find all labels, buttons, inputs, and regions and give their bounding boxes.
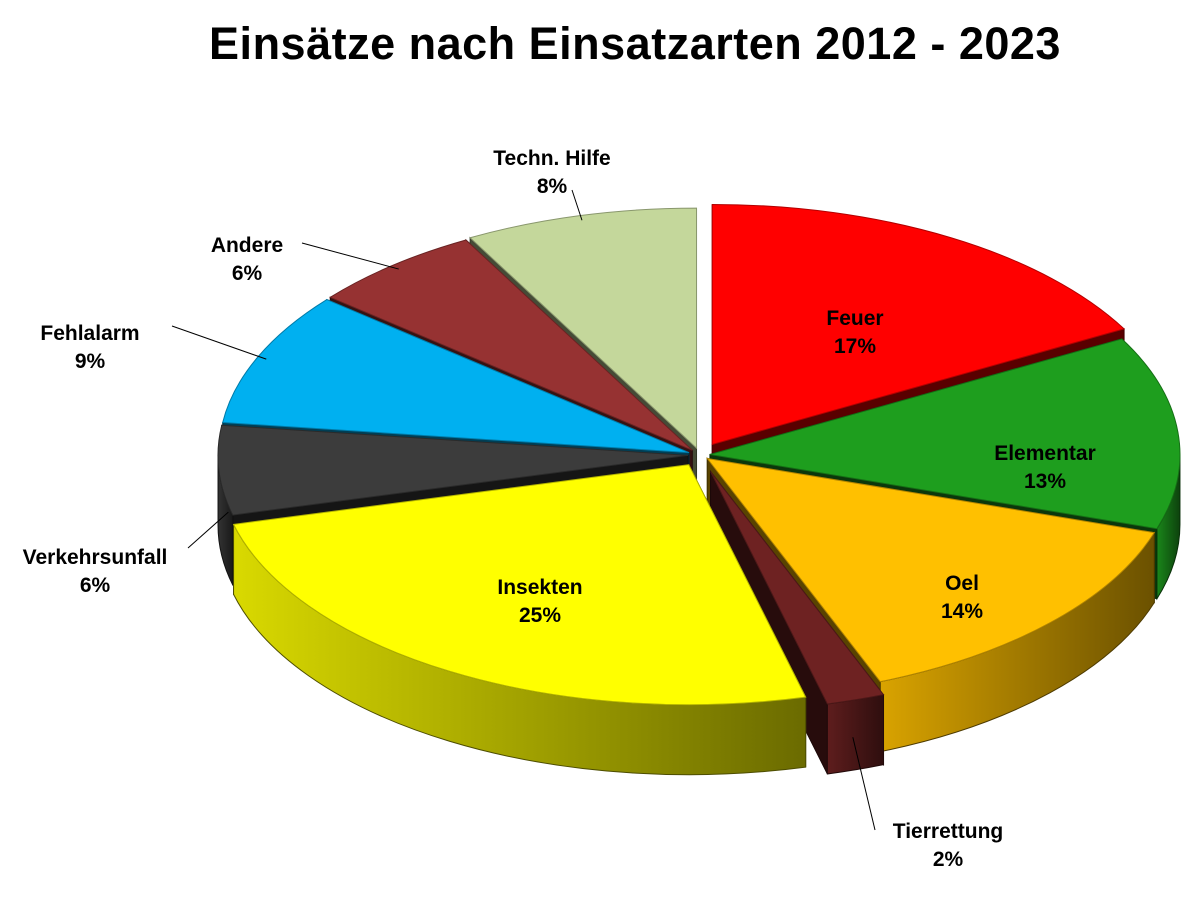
slice-label-0: Feuer 17% bbox=[826, 307, 883, 358]
slice-label-7: Andere 6% bbox=[211, 234, 283, 285]
pie-slice-1 bbox=[709, 338, 1181, 530]
pie-slice-5 bbox=[217, 424, 689, 516]
pie-slice-6 bbox=[222, 299, 690, 454]
slice-label-6: Fehlalarm 9% bbox=[40, 322, 139, 373]
slice-label-1: Elementar 13% bbox=[994, 442, 1096, 493]
leader-line-7 bbox=[301, 242, 399, 270]
leader-line-8 bbox=[571, 189, 583, 221]
leader-line-6 bbox=[171, 325, 267, 360]
leader-line-3 bbox=[852, 737, 876, 831]
slice-label-3: Tierrettung 2% bbox=[893, 820, 1003, 871]
pie-slice-0 bbox=[711, 203, 1126, 446]
slice-label-4: Insekten 25% bbox=[497, 576, 582, 627]
pie-label-layer: Feuer 17% Elementar 13% Oel 14% Tierrettung 2% I… bbox=[23, 147, 1096, 871]
slice-label-8: Techn. Hilfe 8% bbox=[493, 147, 610, 198]
chart-title: Einsätze nach Einsatzarten 2012 - 2023 bbox=[209, 18, 1061, 69]
slice-label-2: Oel 14% bbox=[941, 572, 983, 623]
pie-slice-4 bbox=[232, 464, 807, 706]
leader-line-5 bbox=[187, 511, 229, 549]
pie-slice-3 bbox=[710, 471, 885, 705]
slice-label-5: Verkehrsunfall 6% bbox=[23, 546, 168, 597]
pie-slice-2 bbox=[706, 457, 1156, 683]
pie-rim-3 bbox=[826, 694, 885, 775]
pie-slice-8 bbox=[469, 207, 698, 450]
pie-slice-7 bbox=[329, 239, 693, 451]
pie-top-layer bbox=[217, 203, 1181, 706]
